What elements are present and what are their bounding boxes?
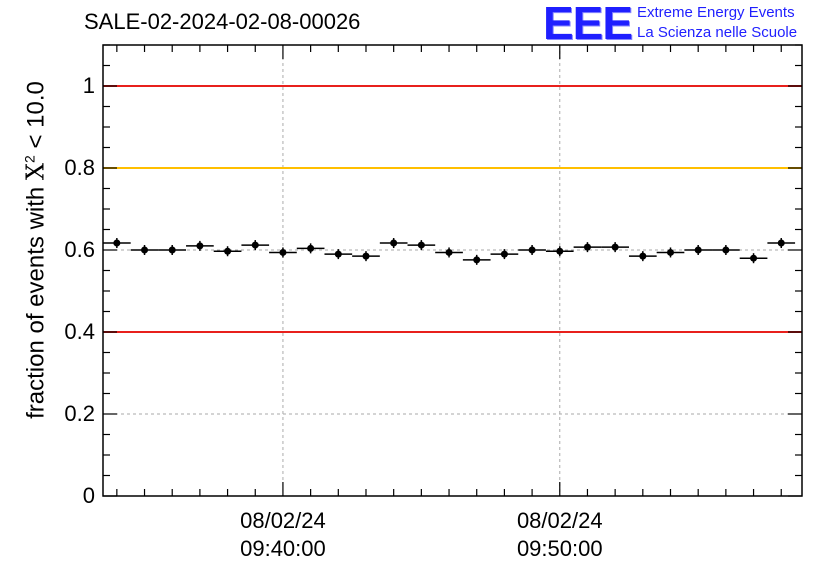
y-tick-label: 1 — [82, 73, 95, 98]
data-point — [528, 246, 536, 254]
data-point — [445, 248, 453, 256]
plot-frame — [102, 44, 803, 497]
y-tick-label: 0.2 — [64, 401, 95, 426]
data-point — [777, 239, 785, 247]
data-point — [556, 247, 564, 255]
data-point — [196, 242, 204, 250]
data-point — [113, 239, 121, 247]
y-tick-label: 0.4 — [64, 319, 95, 344]
data-point — [334, 250, 342, 258]
x-tick-label: 08/02/24 09:40:00 — [213, 507, 353, 563]
data-point — [224, 247, 232, 255]
logo-line-2: La Scienza nelle Scuole — [637, 24, 798, 41]
data-point — [694, 246, 702, 254]
x-tick-time: 09:50:00 — [516, 536, 603, 561]
data-point — [417, 241, 425, 249]
data-point — [583, 243, 591, 251]
data-point — [141, 246, 149, 254]
data-point — [307, 244, 315, 252]
data-point — [611, 243, 619, 251]
data-point — [667, 248, 675, 256]
y-tick-label: 0.8 — [64, 155, 95, 180]
logo-line-1: Extreme Energy Events — [637, 4, 795, 21]
data-point — [279, 248, 287, 256]
x-tick-label: 08/02/24 09:50:00 — [490, 507, 630, 563]
eee-logo: EEE — [543, 0, 633, 49]
data-point — [750, 254, 758, 262]
data-point — [473, 256, 481, 264]
x-tick-time: 09:40:00 — [240, 536, 326, 561]
data-point — [168, 246, 176, 254]
chart-title: SALE-02-2024-02-08-00026 — [84, 9, 361, 34]
data-point — [390, 239, 398, 247]
x-tick-date: 08/02/24 — [240, 508, 326, 533]
data-point — [362, 252, 370, 260]
data-point — [722, 246, 730, 254]
x-tick-date: 08/02/24 — [516, 508, 603, 533]
y-tick-label: 0.6 — [64, 237, 95, 262]
y-tick-label: 0 — [82, 483, 95, 508]
data-point — [251, 241, 259, 249]
data-point — [500, 250, 508, 258]
data-point — [639, 252, 647, 260]
